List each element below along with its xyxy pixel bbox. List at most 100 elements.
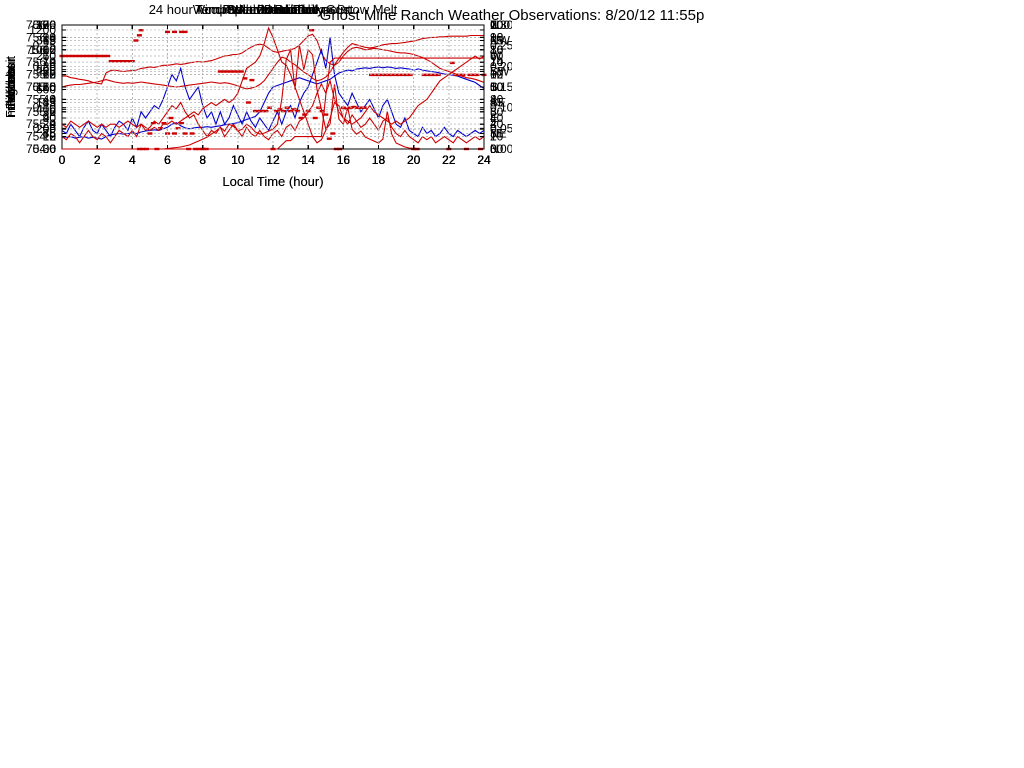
x-tick-label: 12: [266, 153, 280, 167]
wind-direction-point: [101, 54, 107, 58]
y-tick-label: 16: [43, 43, 57, 57]
wind-direction-point: [168, 116, 174, 120]
wind-direction-point: [379, 73, 385, 77]
x-tick-label: 2: [94, 153, 101, 167]
wind-direction-point: [122, 60, 128, 63]
y-tick-label-right: S: [490, 80, 498, 94]
x-tick-label: 0: [59, 153, 66, 167]
y-tick-label-right: 16: [490, 43, 504, 57]
y-tick-label: 360: [36, 20, 56, 32]
wind-direction-point: [70, 54, 75, 58]
wind-direction-point: [73, 54, 79, 58]
page-title: Ghost Mine Ranch Weather Observations: 8…: [319, 7, 705, 24]
wind-direction-point: [256, 109, 262, 113]
y-tick-label-right: 20: [490, 20, 504, 32]
y-tick-label: 0.30: [33, 20, 57, 32]
y-tick-label: 60: [43, 49, 57, 63]
wind-direction-point: [136, 34, 142, 37]
y-tick-label: 0: [49, 142, 56, 156]
y-axis-label: millibars: [3, 63, 18, 111]
x-tick-label: 18: [372, 153, 386, 167]
x-tick-label: 2: [94, 153, 101, 167]
y-axis-label: Inches: [3, 67, 18, 106]
wind-direction-point: [138, 29, 144, 32]
x-tick-label: 6: [164, 153, 171, 167]
y-tick-label-right: SE: [490, 96, 506, 110]
x-tick-label: 24: [477, 153, 491, 167]
x-tick-label: 20: [407, 153, 421, 167]
x-tick-label: 20: [407, 153, 421, 167]
wind-direction-point: [312, 116, 318, 120]
x-tick-label: 14: [301, 153, 315, 167]
wind-direction-point: [91, 54, 97, 58]
chart-title-solar: Solar Irradiance: [227, 2, 319, 17]
wind-direction-point: [453, 73, 459, 77]
wind-direction-point: [231, 70, 237, 73]
wind-direction-point: [179, 122, 185, 125]
wind-direction-point: [249, 78, 255, 82]
wind-direction-point: [161, 122, 167, 125]
y-tick-label: 756.2: [26, 43, 56, 57]
x-tick-label: 12: [266, 153, 280, 167]
wind-direction-point: [369, 73, 374, 77]
wind-direction-point: [115, 60, 121, 63]
y-tick-label-right: SW: [490, 65, 510, 79]
chart-title-rainfall: 24 hour Accumulated Rainfall or Snow Mel…: [148, 2, 398, 17]
x-tick-label: 16: [337, 153, 351, 167]
wind-direction-point: [84, 54, 90, 58]
y-tick-label-right: W: [490, 49, 502, 63]
wind-direction-point: [354, 106, 360, 109]
y-tick-label-right: 14: [490, 55, 504, 69]
y-axis-label: Fahrenheit: [3, 56, 18, 119]
wind-direction-point: [288, 109, 294, 113]
y-axis-label: Percent: [3, 64, 18, 109]
wind-direction-point: [77, 54, 83, 58]
x-tick-label: 4: [129, 153, 136, 167]
wind-direction-point: [133, 39, 139, 42]
y-tick-label-right: 0.30: [490, 20, 512, 32]
y-tick-label: 18: [43, 30, 57, 44]
x-tick-label: 12: [266, 153, 280, 167]
chart-title-wind-speed: Wind Speed and Peak Gust: [192, 2, 354, 17]
wind-direction-point: [242, 77, 248, 80]
x-tick-label: 10: [231, 153, 245, 167]
x-tick-label: 8: [199, 153, 206, 167]
x-tick-label: 18: [372, 153, 386, 167]
y-tick-label: 60: [43, 68, 57, 82]
wind-direction-point: [295, 109, 301, 113]
x-tick-label: 8: [199, 153, 206, 167]
wind-direction-point: [326, 137, 332, 140]
x-tick-label: 24: [477, 153, 491, 167]
x-tick-label: 14: [301, 153, 315, 167]
x-tick-label: 24: [477, 153, 491, 167]
y-tick-label: 400: [36, 102, 56, 116]
wind-direction-point: [263, 109, 269, 113]
wind-direction-point: [425, 73, 431, 77]
x-tick-label: 2: [94, 153, 101, 167]
wind-direction-point: [126, 60, 132, 63]
wind-direction-point: [112, 60, 118, 63]
y-tick-label: 754.6: [26, 142, 56, 156]
y-tick-label-right: NE: [490, 127, 507, 141]
y-tick-label: 90: [43, 111, 57, 125]
x-tick-label: 20: [407, 153, 421, 167]
y-tick-label: 755.8: [26, 68, 56, 82]
y-tick-label-right: 50: [490, 80, 504, 94]
y-tick-label: 0.15: [33, 80, 57, 94]
y-tick-label: 70: [43, 55, 57, 69]
wind-direction-point: [397, 73, 403, 77]
x-tick-label: 24: [477, 153, 491, 167]
y-tick-label-right: 30: [490, 142, 504, 156]
wind-direction-point: [358, 106, 364, 109]
y-tick-label: 65: [43, 34, 57, 48]
x-tick-label: 14: [301, 153, 315, 167]
chart-title-temperature: Temperature and Dewpoint: [194, 2, 352, 17]
y-tick-label: 200: [36, 122, 56, 136]
wind-direction-point: [407, 73, 413, 77]
wind-direction-point: [66, 54, 72, 58]
y-tick-label: 90: [43, 30, 57, 44]
x-tick-label: 12: [266, 153, 280, 167]
wind-direction-point: [63, 54, 68, 58]
x-tick-label: 6: [164, 153, 171, 167]
wind-direction-point: [217, 70, 223, 73]
